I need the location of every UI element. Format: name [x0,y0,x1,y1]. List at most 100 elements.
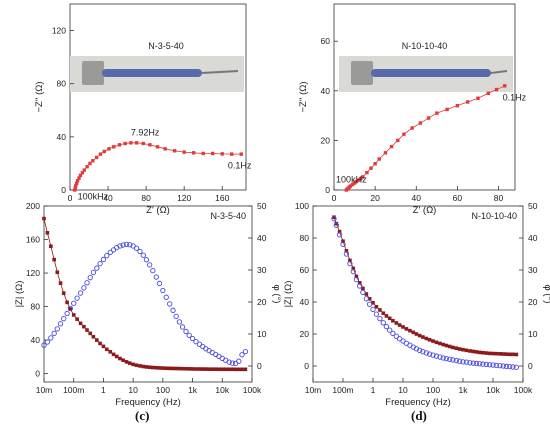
data-point [200,367,205,371]
series-phase [41,241,249,367]
y-right-tick-label: 50 [528,201,538,211]
data-point [141,364,146,369]
data-point [123,241,130,248]
data-point [384,314,389,318]
data-point [363,296,369,302]
data-point [500,363,506,369]
data-point [463,359,470,365]
data-point [461,347,465,352]
data-point [44,339,51,345]
data-point [337,229,342,234]
data-point [361,175,365,179]
data-point [210,367,215,371]
data-point [434,340,439,345]
data-point [90,269,97,276]
data-point [131,362,135,367]
data-point [359,176,363,181]
data-point [77,290,84,296]
data-point [144,365,149,369]
data-point [477,361,483,367]
data-point [129,141,133,145]
data-point [497,363,503,369]
data-point [167,301,173,307]
data-point [450,357,456,363]
y-right-tick-label: 10 [528,329,538,339]
data-point [102,149,106,154]
data-point [55,270,60,275]
data-point [134,363,139,368]
data-point [380,320,386,326]
data-point [84,280,90,286]
data-point [220,367,225,372]
data-point [171,366,175,371]
x-tick-label: 0 [332,193,337,203]
data-point [87,275,93,281]
data-point [151,365,155,370]
x-axis-label: Frequency (Hz) [385,397,450,408]
data-point [82,324,86,329]
data-point [120,242,126,248]
data-point [157,366,162,370]
data-point [426,351,433,357]
data-point [164,366,169,371]
annotation-label: 0.1Hz [228,161,252,171]
data-point [341,239,345,243]
x-tick-label: 40 [103,193,113,203]
data-point [207,367,211,371]
data-point [370,306,376,313]
data-point [137,248,143,255]
x-tick-label: 60 [453,193,463,203]
chart-panel-a: 0 40 80 120 160 0 40 80 120 Z' (Ω) −Z'' (Ω) N-3-5-4… [34,3,252,216]
data-point [240,367,244,372]
data-point [239,352,245,358]
data-point [494,351,499,356]
data-point [460,359,466,365]
data-point [350,182,355,187]
data-point [445,107,449,112]
data-point [389,144,394,149]
x-tick-label: 10k [486,385,500,395]
data-point [80,171,85,175]
x-axis-label: Z' (Ω) [146,205,170,216]
data-point [153,274,159,280]
data-point [511,352,515,357]
x-tick-label: 10 [128,385,138,395]
data-point [513,364,519,370]
data-point [465,100,470,104]
data-point [404,327,409,331]
data-point [49,244,53,249]
data-point [484,351,489,355]
y-axis-label: |Z| (Ω) [14,281,25,308]
data-point [365,170,369,175]
data-point [42,216,46,221]
data-point [236,358,242,364]
data-point [356,178,361,182]
data-point [430,352,436,358]
data-point [474,350,479,354]
x-tick-label: 80 [141,193,151,203]
data-point [390,330,396,337]
data-point [417,333,422,338]
data-point [354,179,359,184]
data-point [180,366,185,371]
data-point [85,328,89,332]
y-axis-label: −Z'' (Ω) [298,81,309,112]
data-point [111,352,116,357]
data-point [437,354,443,360]
data-point [334,221,339,226]
data-point [467,360,473,366]
data-point [150,267,156,274]
data-point [85,165,89,169]
data-point [161,366,165,370]
y-right-tick-label: 50 [257,201,267,211]
plot-frame [43,205,253,383]
data-point [71,313,76,317]
data-point [97,260,103,267]
data-point [140,252,146,258]
data-point [354,274,359,279]
data-point [364,292,369,296]
data-point [73,186,77,190]
data-point [82,168,86,172]
data-point [510,364,516,370]
data-point [486,91,490,95]
